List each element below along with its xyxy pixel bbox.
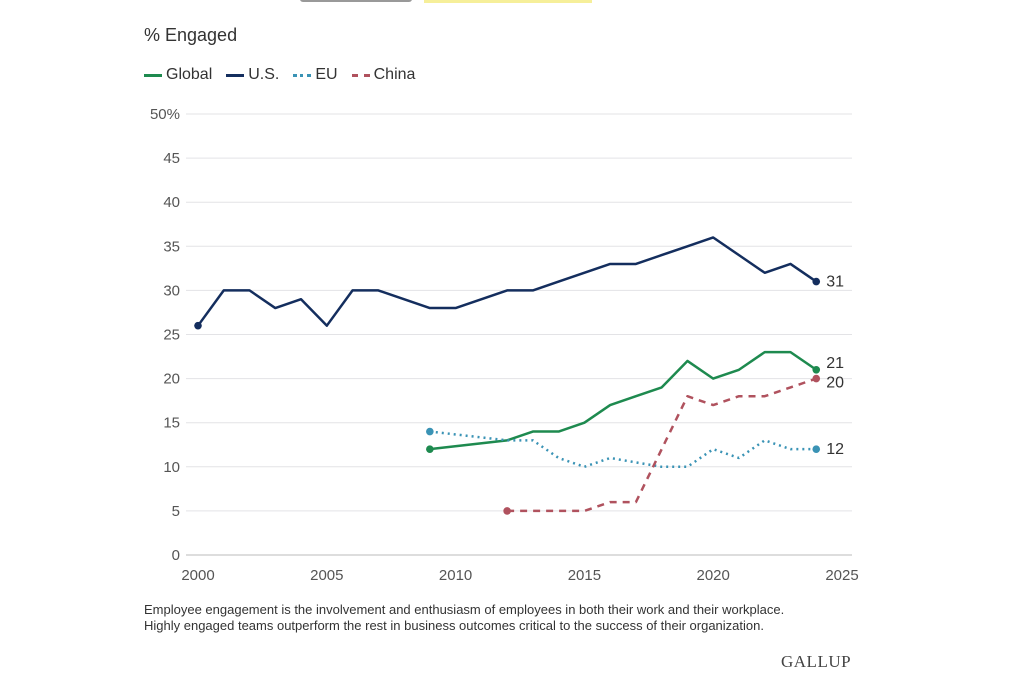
x-tick-label: 2020 xyxy=(697,567,730,584)
legend-swatch-eu xyxy=(293,73,312,77)
y-tick-label: 50% xyxy=(150,106,180,123)
y-tick-label: 35 xyxy=(163,238,180,255)
series-end-marker xyxy=(812,277,821,286)
series-start-marker xyxy=(503,507,511,515)
legend-label: U.S. xyxy=(248,66,280,83)
legend-swatch-global xyxy=(144,73,162,77)
y-tick-label: 20 xyxy=(163,371,180,388)
y-tick-label: 5 xyxy=(172,503,180,520)
gallup-logo: GALLUP xyxy=(781,652,852,671)
y-tick-label: 10 xyxy=(163,459,180,476)
y-tick-label: 25 xyxy=(163,327,180,344)
series-start-marker xyxy=(426,427,434,436)
legend-swatch-us xyxy=(226,73,245,77)
y-axis-label: % Engaged xyxy=(144,25,238,45)
series-end-marker xyxy=(812,374,821,383)
legend-item-us: U.S. xyxy=(226,66,279,84)
legend-label: China xyxy=(373,66,416,83)
series-end-marker xyxy=(812,365,821,374)
x-tick-label: 2010 xyxy=(439,567,472,584)
end-value-label: 12 xyxy=(826,441,844,458)
end-value-label: 20 xyxy=(826,375,844,392)
end-value-label: 21 xyxy=(826,355,844,372)
footnote-line: Employee engagement is the involvement a… xyxy=(144,602,785,617)
y-tick-label: 45 xyxy=(163,150,180,167)
legend-item-china: China xyxy=(351,66,416,84)
y-tick-label: 30 xyxy=(163,282,180,299)
series-start-marker xyxy=(426,445,434,453)
x-tick-label: 2000 xyxy=(181,567,214,584)
y-tick-label: 40 xyxy=(163,194,180,211)
cropped-title-text xyxy=(300,0,412,2)
footnote: Employee engagement is the involvement a… xyxy=(144,602,784,634)
footnote-line: Highly engaged teams outperform the rest… xyxy=(144,618,764,633)
series-line-china xyxy=(507,377,817,513)
y-tick-label: 15 xyxy=(163,415,180,432)
x-tick-label: 2015 xyxy=(568,567,601,584)
x-tick-label: 2025 xyxy=(825,567,858,584)
legend: Global U.S. EU China xyxy=(144,66,415,84)
legend-swatch-china xyxy=(351,73,370,77)
series-line-global xyxy=(429,350,817,451)
cropped-title-highlight xyxy=(424,0,592,3)
x-tick-label: 2005 xyxy=(310,567,343,584)
legend-label: EU xyxy=(315,66,338,83)
series-line-eu xyxy=(429,430,817,469)
series-line-us xyxy=(196,236,817,327)
series-end-marker xyxy=(812,445,821,453)
y-tick-label: 0 xyxy=(172,547,180,564)
end-value-label: 31 xyxy=(826,274,844,291)
legend-label: Global xyxy=(166,66,213,83)
series-start-marker xyxy=(194,321,202,330)
legend-item-global: Global xyxy=(144,66,212,84)
legend-item-eu: EU xyxy=(293,66,338,84)
